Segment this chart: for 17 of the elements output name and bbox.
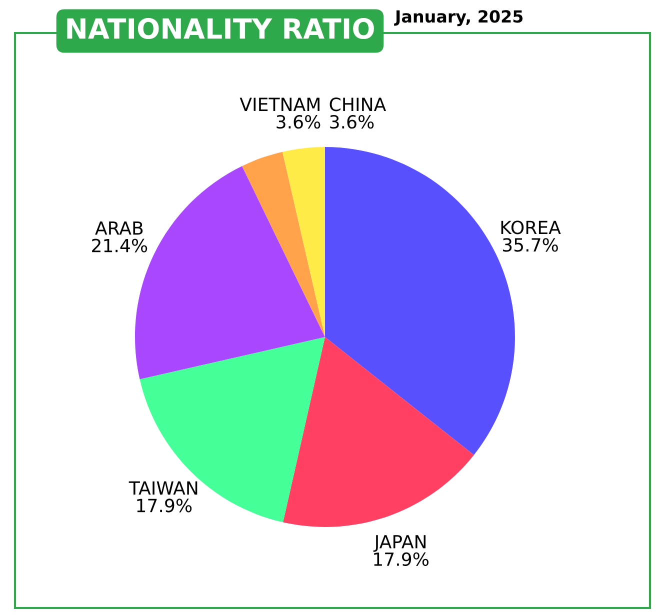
- slice-label: TAIWAN: [128, 481, 198, 495]
- pie-slice: [283, 337, 474, 527]
- data-label: 17.9%: [374, 552, 428, 566]
- slice-label: ARAB: [95, 221, 143, 235]
- slice-label: KOREA: [501, 220, 561, 234]
- slice-label: CHINA: [330, 98, 386, 112]
- data-label: 3.6%: [276, 115, 320, 129]
- data-label: 17.9%: [137, 498, 192, 512]
- data-label: 3.6%: [330, 115, 374, 129]
- chart-subtitle: January, 2025: [394, 10, 523, 26]
- chart-title: NATIONALITY RATIO: [67, 18, 374, 40]
- data-label: 21.4%: [92, 238, 148, 252]
- slice-label: VIETNAM: [240, 98, 320, 111]
- pie-slice: [242, 152, 325, 337]
- pie-slice: [282, 147, 325, 337]
- data-label: 35.7%: [502, 238, 558, 252]
- slice-label: JAPAN: [373, 535, 426, 552]
